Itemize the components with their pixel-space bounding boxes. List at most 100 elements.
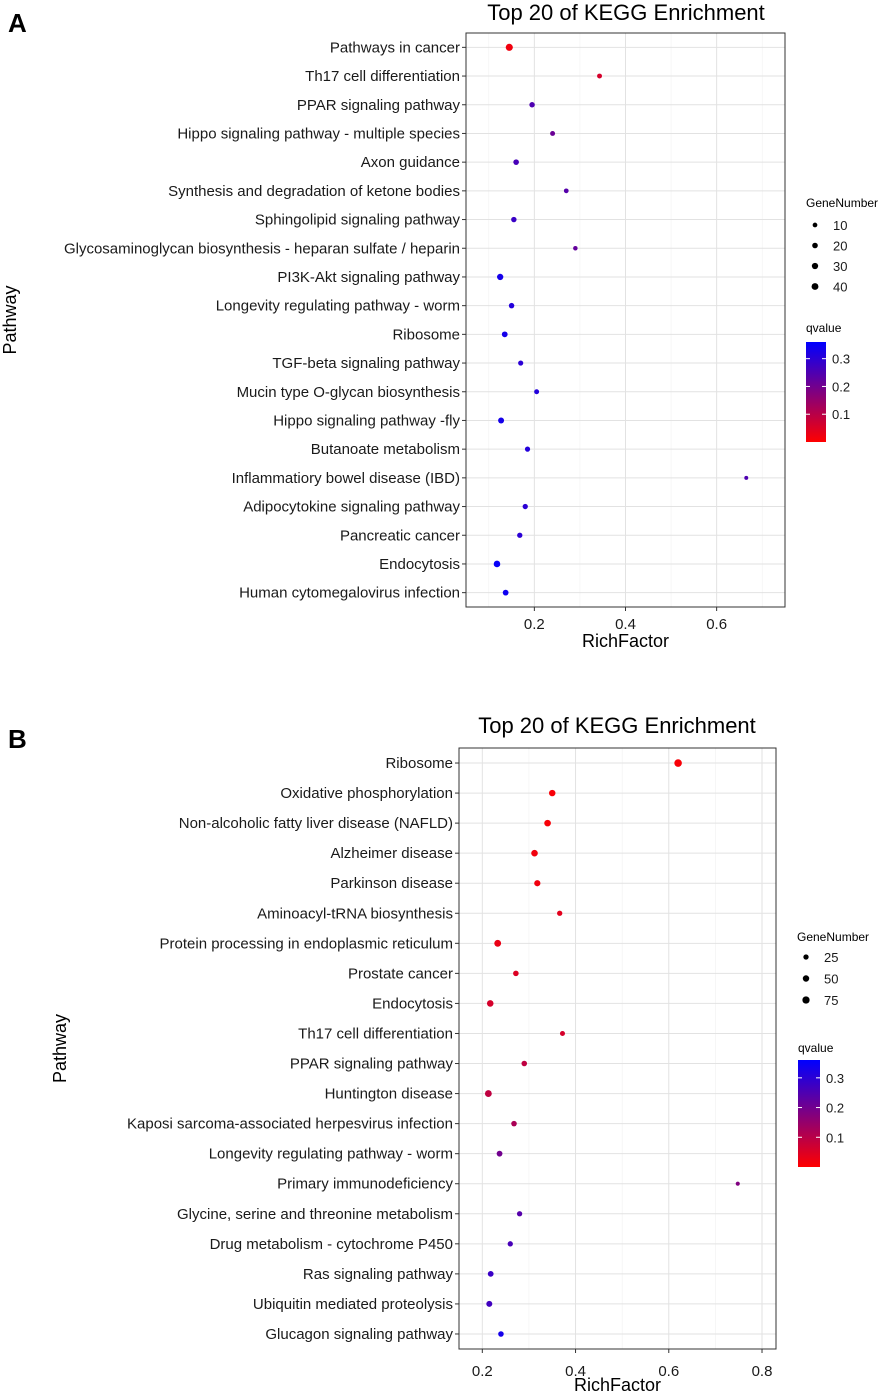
y-tick-label: Ras signaling pathway [303, 1266, 454, 1283]
y-tick-label: Alzheimer disease [330, 845, 453, 862]
panel-letter: B [8, 724, 27, 754]
y-tick-label: Ubiquitin mediated proteolysis [253, 1296, 453, 1313]
data-point [498, 1331, 504, 1337]
data-point [524, 446, 531, 452]
x-tick-label: 0.6 [658, 1363, 679, 1380]
size-legend-dot [803, 954, 809, 960]
y-tick-label: Protein processing in endoplasmic reticu… [160, 935, 453, 952]
x-tick-label: 0.6 [706, 616, 727, 633]
y-tick-label: Primary immunodeficiency [277, 1176, 453, 1193]
data-point [534, 880, 541, 887]
y-tick-label: Endocytosis [379, 556, 460, 573]
y-tick-label: Synthesis and degradation of ketone bodi… [168, 183, 460, 200]
color-legend-bar [806, 342, 826, 442]
y-axis-labels: Ribosome Oxidative phosphorylation Non-alc… [127, 755, 459, 1343]
x-tick-label: 0.2 [472, 1363, 493, 1380]
size-legend-dot [802, 996, 810, 1004]
size-legend: GeneNumber 10 20 30 40 [806, 196, 878, 295]
data-point [517, 532, 523, 538]
data-point [487, 1270, 494, 1277]
y-tick-label: Longevity regulating pathway - worm [209, 1146, 453, 1163]
data-point [557, 910, 563, 916]
y-tick-label: Butanoate metabolism [311, 441, 460, 458]
chart-title: Top 20 of KEGG Enrichment [487, 0, 765, 25]
color-legend-label: 0.1 [826, 1130, 844, 1145]
panel-a: A Top 20 of KEGG Enrichment Pathways in ca… [0, 0, 878, 651]
y-tick-label: Kaposi sarcoma-associated herpesvirus in… [127, 1116, 453, 1133]
y-tick-label: Endocytosis [372, 995, 453, 1012]
data-point [521, 1060, 528, 1067]
color-legend-label: 0.2 [832, 379, 850, 394]
data-point [516, 1211, 523, 1217]
size-legend: GeneNumber 25 50 75 [797, 930, 869, 1008]
data-point [494, 939, 502, 947]
y-tick-label: Mucin type O-glycan biosynthesis [237, 384, 460, 401]
x-axis-title: RichFactor [574, 1375, 661, 1393]
data-point [513, 970, 519, 977]
data-point [559, 1030, 565, 1036]
y-tick-label: Glucagon signaling pathway [265, 1326, 453, 1343]
data-points [484, 759, 740, 1337]
y-tick-label: PI3K-Akt signaling pathway [277, 269, 460, 286]
data-point [486, 1300, 493, 1307]
data-point [674, 759, 682, 767]
y-tick-label: Sphingolipid signaling pathway [255, 212, 461, 229]
data-point [522, 503, 528, 510]
color-legend-label: 0.3 [832, 352, 850, 367]
data-point [573, 245, 578, 251]
color-legend-label: 0.3 [826, 1071, 844, 1086]
data-point [511, 1120, 517, 1127]
data-point [534, 389, 540, 395]
data-points [493, 43, 749, 596]
y-tick-label: Th17 cell differentiation [305, 68, 460, 85]
data-point [502, 589, 509, 596]
data-point [549, 789, 556, 797]
y-axis-title: Pathway [0, 285, 20, 354]
color-legend-label: 0.2 [826, 1101, 844, 1116]
color-legend: qvalue 0.1 0.2 0.3 [806, 321, 850, 442]
y-tick-label: Huntington disease [325, 1086, 453, 1103]
data-point [505, 43, 513, 51]
plot-background [459, 748, 776, 1349]
size-legend-label: 50 [824, 972, 838, 987]
gridlines [459, 748, 776, 1349]
panel-letter: A [8, 8, 27, 38]
data-point [531, 849, 538, 857]
y-tick-label: Human cytomegalovirus infection [239, 585, 460, 602]
y-tick-label: Aminoacyl-tRNA biosynthesis [257, 905, 453, 922]
y-tick-label: Hippo signaling pathway - multiple speci… [177, 125, 460, 142]
y-tick-label: Drug metabolism - cytochrome P450 [210, 1236, 453, 1253]
size-legend-dot [811, 283, 819, 290]
data-point [501, 331, 508, 338]
data-point [744, 475, 749, 480]
size-legend-dot [811, 262, 819, 270]
y-tick-label: PPAR signaling pathway [297, 97, 461, 114]
data-point [498, 417, 505, 424]
y-axis-title: Pathway [50, 1014, 70, 1083]
data-point [550, 130, 556, 136]
x-axis-labels: 0.2 0.4 0.6 [524, 607, 727, 633]
x-tick-label: 0.4 [565, 1363, 586, 1380]
y-tick-label: Oxidative phosphorylation [280, 785, 453, 802]
data-point [496, 1150, 503, 1157]
x-axis-title: RichFactor [582, 631, 669, 651]
color-legend-title: qvalue [798, 1041, 834, 1055]
x-tick-label: 0.2 [524, 616, 545, 633]
data-point [486, 1000, 494, 1007]
data-point [597, 73, 602, 79]
chart-title: Top 20 of KEGG Enrichment [478, 713, 756, 738]
color-legend: qvalue 0.1 0.2 0.3 [798, 1041, 844, 1167]
data-point [508, 302, 515, 309]
y-tick-label: PPAR signaling pathway [290, 1056, 454, 1073]
data-point [529, 102, 535, 108]
plot-border [465, 32, 786, 608]
y-tick-label: Inflammatiory bowel disease (IBD) [232, 470, 460, 487]
size-legend-title: GeneNumber [806, 196, 878, 210]
panel-b: B Top 20 of KEGG Enrichment Ribosome Oxidat… [8, 713, 869, 1395]
y-tick-label: Longevity regulating pathway - worm [216, 298, 460, 315]
y-tick-label: Prostate cancer [348, 965, 453, 982]
y-axis-labels: Pathways in cancer Th17 cell differentiat… [64, 39, 466, 602]
y-tick-label: Pancreatic cancer [340, 527, 460, 544]
x-tick-label: 0.8 [752, 1363, 773, 1380]
size-legend-dot [802, 975, 810, 982]
